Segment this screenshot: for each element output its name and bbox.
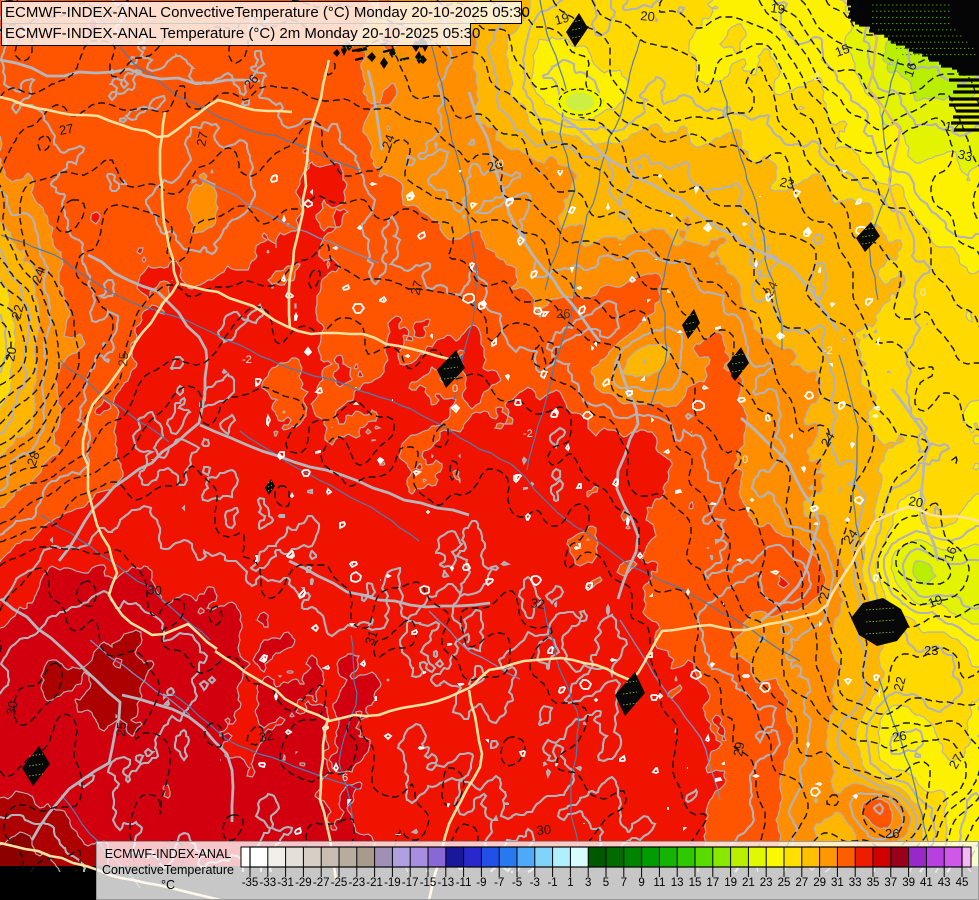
- svg-text:19: 19: [926, 592, 945, 611]
- svg-text:24: 24: [761, 279, 781, 298]
- svg-text:-2: -2: [242, 354, 252, 366]
- svg-text:26: 26: [556, 306, 570, 321]
- svg-text:31: 31: [362, 628, 381, 647]
- svg-text:30: 30: [3, 700, 20, 717]
- svg-text:-2: -2: [810, 71, 820, 83]
- svg-text:16: 16: [941, 544, 960, 563]
- svg-text:0: 0: [742, 454, 748, 466]
- svg-text:15: 15: [833, 41, 852, 60]
- svg-text:-2: -2: [823, 345, 833, 357]
- svg-text:16: 16: [901, 60, 920, 79]
- svg-text:0: 0: [920, 287, 926, 299]
- svg-text:26: 26: [891, 728, 908, 745]
- svg-text:23: 23: [778, 174, 795, 192]
- svg-text:22: 22: [8, 303, 26, 321]
- svg-text:-2: -2: [523, 428, 533, 440]
- svg-text:25: 25: [115, 352, 131, 368]
- svg-text:19: 19: [553, 10, 571, 28]
- svg-text:-0: -0: [494, 158, 504, 170]
- svg-text:17: 17: [943, 118, 960, 135]
- svg-text:30: 30: [147, 582, 163, 598]
- svg-text:33: 33: [956, 146, 974, 164]
- svg-text:30: 30: [536, 822, 552, 838]
- svg-text:20: 20: [640, 8, 656, 24]
- svg-text:25: 25: [113, 722, 129, 738]
- svg-text:20: 20: [907, 493, 924, 510]
- svg-text:32: 32: [530, 595, 546, 612]
- svg-text:27: 27: [407, 279, 425, 297]
- svg-text:29: 29: [730, 741, 747, 758]
- svg-text:27: 27: [58, 121, 75, 138]
- svg-text:20: 20: [2, 346, 19, 363]
- svg-text:26: 26: [485, 156, 503, 175]
- svg-text:28: 28: [24, 449, 43, 468]
- svg-text:27: 27: [193, 130, 211, 147]
- svg-text:24: 24: [818, 429, 838, 449]
- svg-text:26: 26: [885, 826, 899, 841]
- svg-text:27: 27: [946, 751, 966, 771]
- svg-text:24: 24: [840, 526, 861, 546]
- svg-text:27: 27: [816, 584, 833, 601]
- svg-text:32: 32: [258, 728, 275, 745]
- svg-text:22: 22: [890, 675, 908, 693]
- svg-text:23: 23: [924, 643, 938, 658]
- svg-text:24: 24: [29, 266, 48, 285]
- svg-text:0: 0: [452, 383, 458, 395]
- svg-text:19: 19: [770, 0, 786, 17]
- svg-text:6: 6: [342, 772, 348, 784]
- svg-text:24: 24: [379, 132, 398, 151]
